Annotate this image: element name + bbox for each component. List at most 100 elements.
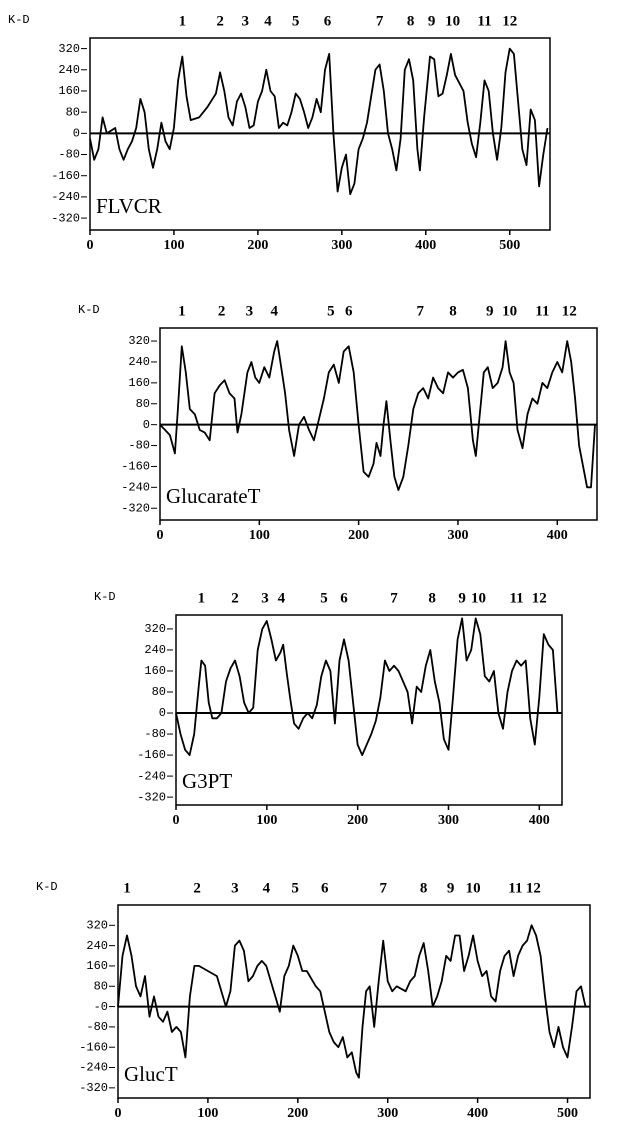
- protein-name: G3PT: [182, 769, 232, 793]
- segment-label: 11: [508, 880, 522, 896]
- y-tick-label: 320: [128, 334, 150, 348]
- y-tick-label: 160: [144, 664, 166, 678]
- x-tick-label: 500: [557, 1106, 578, 1121]
- segment-label: 1: [179, 13, 187, 29]
- segment-label: 7: [416, 303, 424, 319]
- segment-label: 9: [486, 303, 494, 319]
- segment-label: 8: [420, 880, 428, 896]
- panel: K-D 320 240 160 80 0 -80 -160 -240 -320 0 100 200 300…: [78, 303, 598, 543]
- segment-label: 4: [270, 303, 278, 319]
- segment-label: 12: [502, 13, 517, 29]
- y-tick-label: 80: [136, 397, 150, 411]
- segment-label: 3: [261, 590, 269, 606]
- protein-name: GlucarateT: [166, 484, 261, 508]
- segment-label: 1: [178, 303, 186, 319]
- x-tick-label: 400: [415, 238, 436, 253]
- y-tick-label: 80: [66, 105, 80, 119]
- panel: K-D 320 240 160 80 -0 -80 -160 -240 -320 0 100 200 30…: [36, 880, 591, 1121]
- segment-label: 2: [193, 880, 201, 896]
- y-tick-label: 240: [144, 643, 166, 657]
- y-tick-label: 80: [94, 979, 108, 993]
- x-tick-label: 100: [256, 813, 277, 828]
- y-tick-label: -240: [121, 481, 150, 495]
- x-tick-label: 200: [287, 1106, 308, 1121]
- y-tick-label: -0: [94, 1000, 108, 1014]
- x-tick-label: 100: [249, 528, 270, 543]
- y-tick-label: 320: [144, 622, 166, 636]
- y-tick-label: -80: [58, 148, 80, 162]
- segment-label: 2: [231, 590, 239, 606]
- x-tick-label: 400: [467, 1106, 488, 1121]
- x-tick-label: 200: [247, 238, 268, 253]
- y-tick-label: 80: [152, 685, 166, 699]
- x-tick-label: 300: [331, 238, 352, 253]
- segment-label: 8: [428, 590, 436, 606]
- segment-label: 10: [466, 880, 481, 896]
- x-tick-label: 200: [348, 528, 369, 543]
- y-tick-label: 0: [159, 706, 166, 720]
- y-tick-label: 320: [86, 918, 108, 932]
- y-axis-label: K-D: [78, 303, 100, 317]
- y-tick-label: -160: [79, 1040, 108, 1054]
- segment-label: 2: [216, 13, 224, 29]
- segment-label: 8: [449, 303, 457, 319]
- x-tick-label: 0: [157, 528, 164, 543]
- y-tick-label: -240: [137, 769, 166, 783]
- y-tick-label: 240: [86, 939, 108, 953]
- y-tick-label: -160: [121, 460, 150, 474]
- y-tick-label: -240: [51, 190, 80, 204]
- x-tick-label: 0: [173, 813, 180, 828]
- segment-label: 6: [345, 303, 353, 319]
- segment-label: 1: [198, 590, 206, 606]
- segment-label: 4: [264, 13, 272, 29]
- y-tick-label: 240: [58, 63, 80, 77]
- segment-label: 3: [246, 303, 254, 319]
- y-tick-label: -80: [128, 439, 150, 453]
- hydropathy-line: [175, 617, 559, 756]
- y-tick-label: 160: [86, 959, 108, 973]
- segment-label: 7: [376, 13, 384, 29]
- y-tick-label: -320: [51, 211, 80, 225]
- y-axis-label: K-D: [94, 590, 116, 604]
- x-tick-label: 400: [547, 528, 568, 543]
- panel: K-D 320 240 160 80 0 -80 -160 -240 -320 0 100 200 300…: [94, 590, 563, 828]
- segment-label: 12: [526, 880, 541, 896]
- x-tick-label: 100: [163, 238, 184, 253]
- segment-label: 6: [340, 590, 348, 606]
- hydropathy-line: [159, 340, 596, 491]
- segment-label: 9: [428, 13, 436, 29]
- y-tick-label: 0: [73, 127, 80, 141]
- y-tick-label: -320: [79, 1081, 108, 1095]
- segment-label: 5: [327, 303, 335, 319]
- x-tick-label: 300: [438, 813, 459, 828]
- x-tick-label: 0: [115, 1106, 122, 1121]
- y-tick-label: -240: [79, 1061, 108, 1075]
- segment-label: 10: [471, 590, 486, 606]
- y-tick-label: 0: [143, 418, 150, 432]
- segment-label: 9: [447, 880, 455, 896]
- y-tick-label: 320: [58, 42, 80, 56]
- segment-label: 3: [242, 13, 250, 29]
- hydropathy-line: [117, 924, 587, 1079]
- y-tick-label: -80: [86, 1020, 108, 1034]
- segment-label: 11: [535, 303, 549, 319]
- segment-label: 8: [407, 13, 415, 29]
- protein-name: GlucT: [124, 1062, 178, 1086]
- panel: K-D 320 240 160 80 0 -80 -160 -240 -320 0 100 200 300…: [8, 13, 551, 253]
- y-axis-label: K-D: [8, 13, 30, 27]
- segment-label: 5: [292, 13, 300, 29]
- segment-label: 12: [562, 303, 577, 319]
- segment-label: 10: [445, 13, 460, 29]
- segment-label: 11: [509, 590, 523, 606]
- y-tick-label: -160: [51, 169, 80, 183]
- x-tick-label: 0: [87, 238, 94, 253]
- segment-label: 6: [321, 880, 329, 896]
- segment-label: 4: [278, 590, 286, 606]
- y-axis-label: K-D: [36, 880, 58, 894]
- x-tick-label: 400: [529, 813, 550, 828]
- y-tick-label: -320: [137, 790, 166, 804]
- x-tick-label: 200: [347, 813, 368, 828]
- y-tick-label: -80: [144, 727, 166, 741]
- segment-label: 7: [390, 590, 398, 606]
